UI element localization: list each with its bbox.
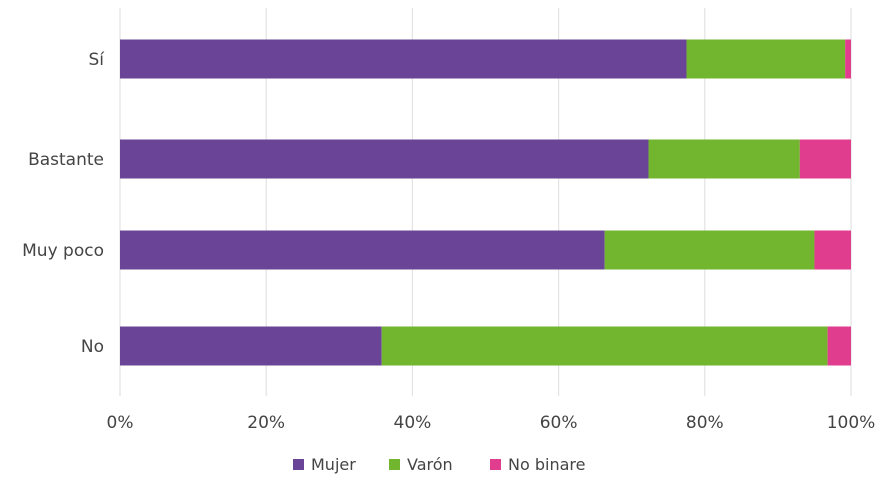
bar-no-mujer: [120, 326, 382, 366]
x-tick-label: 60%: [540, 413, 578, 433]
bar-no-varon: [381, 326, 828, 366]
bar-si-mujer: [120, 39, 687, 79]
category-label-muy-poco: Muy poco: [22, 241, 104, 261]
x-tick-label: 100%: [827, 413, 876, 433]
x-axis-ticks: 0% 20% 40% 60% 80% 100%: [107, 413, 876, 433]
legend-swatch-mujer: [293, 459, 304, 470]
legend-label-varon: Varón: [407, 455, 453, 474]
category-label-si: Sí: [88, 50, 105, 70]
x-tick-label: 20%: [247, 413, 285, 433]
bar-bastante-varon: [648, 139, 800, 179]
legend-label-no-binare: No binare: [508, 455, 585, 474]
category-label-bastante: Bastante: [28, 150, 104, 170]
bar-no-no-binare: [827, 326, 851, 366]
legend: Mujer Varón No binare: [293, 455, 585, 474]
bar-bastante-mujer: [120, 139, 649, 179]
x-tick-label: 40%: [394, 413, 432, 433]
bars: [120, 39, 851, 366]
x-tick-label: 80%: [686, 413, 724, 433]
bar-bastante-no-binare: [799, 139, 851, 179]
legend-swatch-varon: [389, 459, 400, 470]
category-label-no: No: [81, 337, 104, 357]
category-labels: Sí Bastante Muy poco No: [22, 50, 105, 357]
bar-muy-poco-mujer: [120, 230, 605, 270]
legend-label-mujer: Mujer: [311, 455, 356, 474]
bar-muy-poco-no-binare: [814, 230, 851, 270]
bar-muy-poco-varon: [604, 230, 815, 270]
bar-si-no-binare: [845, 39, 851, 79]
bar-si-varon: [686, 39, 846, 79]
x-tick-label: 0%: [107, 413, 134, 433]
legend-swatch-no-binare: [490, 459, 501, 470]
